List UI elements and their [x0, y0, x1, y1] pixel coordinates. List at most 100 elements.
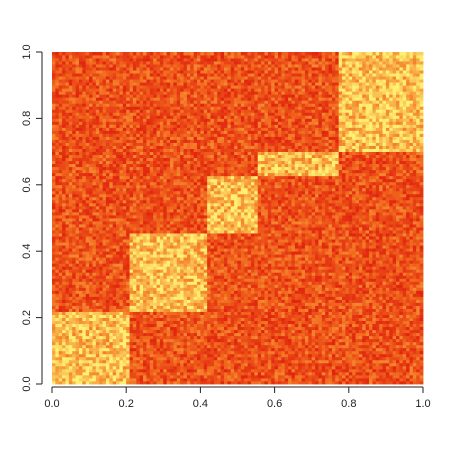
heatmap-cell [176, 332, 181, 337]
heatmap-cell [170, 344, 174, 349]
heatmap-cell [186, 329, 191, 334]
heatmap-cell [143, 160, 147, 165]
heatmap-cell [197, 239, 201, 243]
heatmap-cell [186, 269, 191, 273]
heatmap-cell [183, 335, 188, 340]
heatmap-cell [200, 58, 205, 62]
heatmap-cell [126, 338, 130, 343]
heatmap-cell [116, 130, 120, 134]
heatmap-cell [109, 67, 114, 71]
heatmap-cell [116, 350, 120, 355]
heatmap-cell [146, 284, 151, 288]
heatmap-cell [166, 154, 171, 159]
heatmap-cell [197, 347, 201, 352]
heatmap-cell [82, 109, 87, 113]
heatmap-cell [102, 371, 107, 376]
heatmap-cell [200, 169, 205, 174]
heatmap-cell [89, 100, 93, 104]
heatmap-cell [112, 323, 117, 328]
heatmap-cell [65, 103, 70, 107]
heatmap-cell [55, 260, 60, 264]
heatmap-cell [170, 133, 174, 137]
heatmap-cell [143, 293, 147, 297]
heatmap-cell [65, 97, 70, 101]
heatmap-cell [173, 347, 178, 352]
heatmap-cell [116, 338, 120, 343]
heatmap-cell [109, 148, 114, 152]
heatmap-cell [75, 79, 80, 83]
heatmap-cell [146, 88, 151, 92]
heatmap-cell [159, 133, 164, 137]
heatmap-cell [132, 302, 137, 306]
heatmap-cell [173, 199, 178, 204]
heatmap-cell [112, 175, 117, 180]
heatmap-cell [170, 356, 174, 361]
heatmap-cell [190, 374, 195, 379]
heatmap-cell [139, 380, 144, 385]
heatmap-cell [126, 58, 130, 62]
heatmap-cell [55, 356, 60, 361]
heatmap-cell [180, 142, 184, 146]
heatmap-cell [166, 181, 171, 186]
heatmap-cell [109, 338, 114, 343]
heatmap-cell [55, 245, 60, 249]
heatmap-cell [156, 371, 161, 376]
heatmap-cell [78, 160, 83, 165]
heatmap-cell [173, 73, 178, 77]
heatmap-cell [95, 269, 100, 273]
heatmap-cell [122, 64, 127, 68]
heatmap-cell [139, 100, 144, 104]
heatmap-cell [65, 160, 70, 165]
heatmap-cell [186, 211, 191, 216]
heatmap-cell [95, 305, 100, 309]
heatmap-cell [183, 338, 188, 343]
heatmap-cell [200, 221, 205, 225]
heatmap-cell [176, 242, 181, 246]
heatmap-cell [139, 242, 144, 246]
heatmap-cell [197, 163, 201, 168]
heatmap-cell [163, 97, 168, 101]
heatmap-cell [170, 85, 174, 89]
heatmap-cell [170, 52, 174, 56]
heatmap-cell [109, 308, 114, 312]
heatmap-cell [78, 193, 83, 198]
heatmap-cell [62, 374, 66, 379]
heatmap-cell [92, 190, 97, 195]
heatmap-cell [89, 133, 93, 137]
heatmap-cell [176, 326, 181, 331]
heatmap-cell [197, 142, 201, 146]
heatmap-cell [159, 224, 164, 228]
heatmap-cell [102, 233, 107, 237]
heatmap-cell [176, 299, 181, 303]
heatmap-cell [65, 347, 70, 352]
heatmap-cell [170, 320, 174, 325]
heatmap-cell [146, 214, 151, 219]
heatmap-cell [146, 58, 151, 62]
heatmap-cell [166, 323, 171, 328]
heatmap-cell [62, 166, 66, 171]
heatmap-cell [183, 106, 188, 110]
heatmap-cell [82, 317, 87, 322]
heatmap-cell [170, 287, 174, 291]
heatmap-cell [55, 320, 60, 325]
heatmap-cell [146, 227, 151, 231]
heatmap-cell [153, 224, 157, 228]
heatmap-cell [153, 341, 157, 346]
heatmap-cell [200, 100, 205, 104]
heatmap-cell [89, 347, 93, 352]
heatmap-cell [116, 139, 120, 143]
heatmap-cell [72, 106, 77, 110]
heatmap-cell [68, 344, 73, 349]
heatmap-cell [116, 377, 120, 382]
heatmap-cell [176, 317, 181, 322]
heatmap-cell [82, 148, 87, 152]
heatmap-cell [176, 365, 181, 370]
heatmap-cell [146, 380, 151, 385]
heatmap-cell [65, 281, 70, 285]
heatmap-cell [159, 178, 164, 183]
heatmap-cell [75, 160, 80, 165]
heatmap-cell [78, 187, 83, 192]
heatmap-cell [143, 329, 147, 334]
heatmap-cell [180, 362, 184, 367]
heatmap-cell [166, 178, 171, 183]
